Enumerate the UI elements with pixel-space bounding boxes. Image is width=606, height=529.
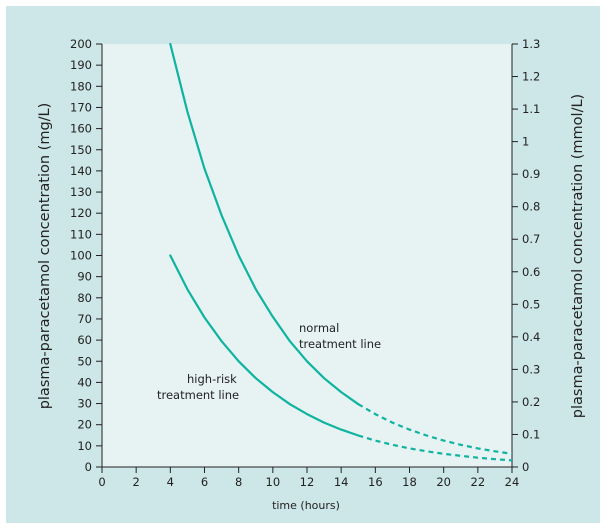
y-axis-right-title: plasma-paracetamol concentration (mmol/L… — [570, 94, 586, 418]
y-right-tick-label: 1.3 — [522, 37, 540, 51]
y-left-tick-label: 50 — [77, 354, 92, 368]
y-right-tick-label: 0.2 — [522, 395, 540, 409]
y-right-tick-label: 0.8 — [522, 200, 540, 214]
x-axis-title: time (hours) — [272, 499, 340, 512]
y-right-tick-label: 0.4 — [522, 330, 540, 344]
x-tick-label: 0 — [98, 475, 105, 489]
x-tick-label: 12 — [300, 475, 315, 489]
tick-labels: 0102030405060708090100110120130140150160… — [70, 37, 540, 489]
highrisk-line-label-2: treatment line — [157, 388, 239, 402]
y-left-tick-label: 100 — [70, 249, 92, 263]
x-tick-label: 14 — [334, 475, 349, 489]
x-tick-label: 8 — [235, 475, 242, 489]
y-left-tick-label: 40 — [77, 375, 92, 389]
y-left-tick-label: 140 — [70, 164, 92, 178]
y-left-tick-label: 120 — [70, 206, 92, 220]
y-left-tick-label: 180 — [70, 79, 92, 93]
y-left-tick-label: 10 — [77, 439, 92, 453]
high-risk-treatment-line-solid — [169, 254, 360, 437]
highrisk-line-label-1: high-risk — [187, 372, 237, 386]
x-tick-label: 18 — [402, 475, 417, 489]
y-left-tick-label: 170 — [70, 100, 92, 114]
y-right-tick-label: 0.6 — [522, 265, 540, 279]
y-left-tick-label: 60 — [77, 333, 92, 347]
y-left-tick-label: 0 — [85, 460, 92, 474]
y-right-tick-label: 1.1 — [522, 102, 540, 116]
y-left-tick-label: 80 — [77, 291, 92, 305]
y-left-tick-label: 200 — [70, 37, 92, 51]
y-right-tick-label: 0.3 — [522, 362, 540, 376]
normal-treatment-line-dashed — [357, 403, 513, 455]
normal-treatment-line-solid — [169, 42, 360, 406]
high-risk-treatment-line-dashed — [357, 434, 513, 462]
x-tick-label: 4 — [167, 475, 174, 489]
y-axis-left-title: plasma-paracetamol concentration (mg/L) — [37, 103, 53, 410]
y-right-tick-label: 0.9 — [522, 167, 540, 181]
y-right-tick-label: 0.5 — [522, 297, 540, 311]
normal-line-label-2: treatment line — [299, 337, 381, 351]
y-left-tick-label: 150 — [70, 143, 92, 157]
y-right-tick-label: 0.7 — [522, 232, 540, 246]
y-left-tick-label: 70 — [77, 312, 92, 326]
series-group — [169, 42, 513, 462]
y-left-tick-label: 90 — [77, 270, 92, 284]
x-tick-label: 6 — [201, 475, 208, 489]
normal-line-label-1: normal — [299, 321, 339, 335]
x-tick-label: 10 — [266, 475, 281, 489]
y-right-tick-label: 1 — [522, 135, 529, 149]
y-left-tick-label: 130 — [70, 185, 92, 199]
x-tick-label: 20 — [436, 475, 451, 489]
y-left-tick-label: 110 — [70, 227, 92, 241]
y-right-tick-label: 0.1 — [522, 427, 540, 441]
x-tick-label: 16 — [368, 475, 383, 489]
y-left-tick-label: 30 — [77, 397, 92, 411]
y-left-tick-label: 160 — [70, 122, 92, 136]
y-left-tick-label: 20 — [77, 418, 92, 432]
y-left-tick-label: 190 — [70, 58, 92, 72]
y-right-tick-label: 0 — [522, 460, 529, 474]
x-tick-label: 24 — [505, 475, 520, 489]
x-tick-label: 2 — [133, 475, 140, 489]
axes — [96, 43, 518, 473]
x-tick-label: 22 — [471, 475, 486, 489]
y-right-tick-label: 1.2 — [522, 70, 540, 84]
plot-area — [102, 44, 512, 467]
